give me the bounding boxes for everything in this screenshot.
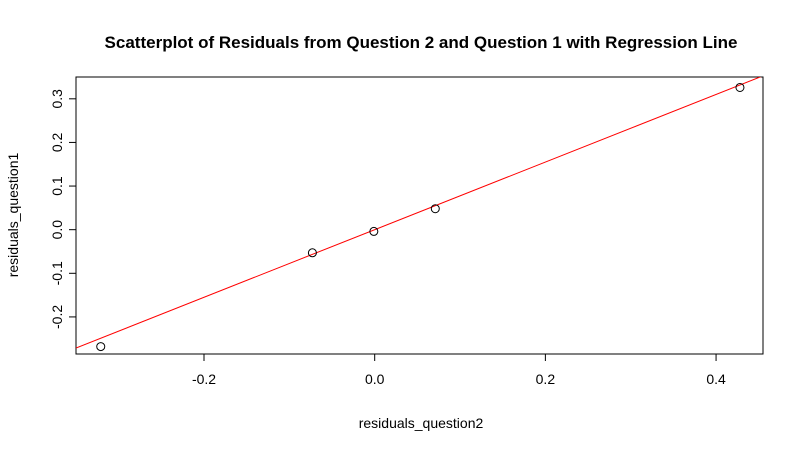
x-axis: -0.2 0.0 0.2 0.4 bbox=[192, 353, 726, 387]
data-point-3 bbox=[369, 226, 379, 236]
y-tick-label: -0.1 bbox=[49, 261, 65, 285]
y-tick-label: 0.2 bbox=[49, 132, 65, 152]
x-tick-label: 0.4 bbox=[706, 371, 726, 387]
chart-title: Scatterplot of Residuals from Question 2… bbox=[105, 33, 738, 52]
data-point-1 bbox=[96, 342, 106, 352]
data-points-group bbox=[96, 82, 745, 352]
data-point-2 bbox=[307, 248, 317, 258]
y-tick-label: 0.1 bbox=[49, 176, 65, 196]
y-axis: -0.2 -0.1 0.0 0.1 0.2 0.3 bbox=[49, 89, 77, 329]
x-tick-label: 0.0 bbox=[365, 371, 385, 387]
x-tick-label: 0.2 bbox=[536, 371, 556, 387]
regression-line-group bbox=[76, 77, 762, 349]
y-tick-label: 0.3 bbox=[49, 89, 65, 109]
y-tick-label: 0.0 bbox=[49, 220, 65, 240]
data-point-4 bbox=[430, 204, 440, 214]
regression-line bbox=[76, 77, 762, 349]
y-tick-label: -0.2 bbox=[49, 305, 65, 329]
x-tick-label: -0.2 bbox=[192, 371, 216, 387]
data-point-5 bbox=[735, 82, 745, 92]
x-axis-label: residuals_question2 bbox=[359, 415, 484, 431]
plot-area-frame bbox=[75, 76, 764, 355]
y-axis-label: residuals_question1 bbox=[5, 153, 21, 278]
